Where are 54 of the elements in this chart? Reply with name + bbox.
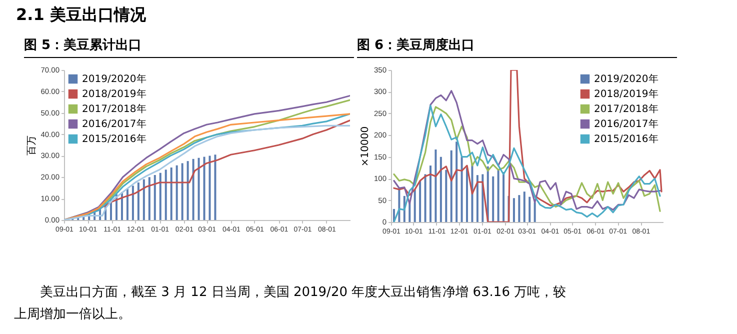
bar: [203, 156, 206, 220]
bar: [208, 156, 211, 220]
bar: [186, 161, 189, 220]
bar: [126, 188, 128, 220]
bar: [466, 168, 468, 222]
bar: [512, 198, 515, 222]
legend-label: 2018/2019年: [82, 88, 146, 100]
bar: [408, 202, 411, 222]
bar: [528, 196, 531, 222]
bar: [181, 163, 184, 220]
legend-label: 2017/2018年: [82, 103, 146, 115]
bar: [434, 149, 437, 222]
bar: [137, 182, 140, 220]
y-axis-title: ×10000: [360, 126, 371, 167]
bar: [170, 168, 172, 220]
bar: [159, 172, 162, 220]
bar: [164, 170, 167, 220]
bar: [214, 154, 216, 220]
bar: [523, 192, 526, 222]
text: 美豆出口方面，截至 3 月 12 日当周，美国 2019/20 年度大豆出销售净增 63.16 万吨，较上周增加一倍以上。: [14, 284, 568, 324]
chart-title: 图 6：美豆周度出口: [357, 36, 677, 58]
bar: [445, 170, 448, 222]
bar: [476, 175, 478, 222]
bar: [142, 179, 145, 220]
bar: [456, 142, 458, 222]
y-axis-title: 百万: [26, 136, 38, 156]
bar: [492, 176, 494, 222]
chart-title: 图 5：美豆累计出口: [24, 36, 354, 58]
bar: [154, 175, 156, 220]
text: 2.1 美豆出口情况: [16, 5, 146, 26]
bar: [176, 165, 178, 220]
legend-label: 2019/2020年: [594, 73, 658, 85]
legend-label: 2019/2020年: [82, 73, 146, 85]
legend-label: 2017/2018年: [594, 103, 658, 115]
legend-label: 2015/2016年: [594, 133, 658, 145]
bar: [440, 156, 442, 222]
bar: [414, 189, 416, 222]
legend-label: 2015/2016年: [82, 133, 146, 145]
bar: [518, 195, 520, 222]
bar: [419, 180, 422, 222]
bar: [424, 174, 426, 222]
bar: [534, 202, 536, 222]
bar: [497, 170, 500, 222]
bar: [502, 172, 505, 222]
bar: [429, 166, 432, 222]
bar: [148, 177, 150, 220]
legend-label: 2016/2017年: [594, 118, 658, 130]
bar: [192, 158, 194, 220]
bar: [132, 186, 134, 220]
legend-label: 2016/2017年: [82, 118, 146, 130]
legend-label: 2018/2019年: [594, 88, 658, 100]
bar: [460, 156, 463, 222]
bar: [198, 158, 200, 220]
bar: [450, 150, 452, 222]
